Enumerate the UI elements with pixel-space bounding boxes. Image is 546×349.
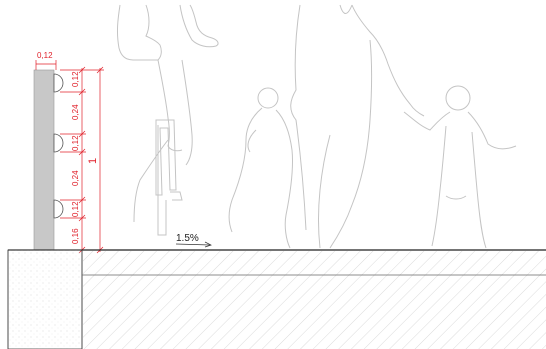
dim-total-height: 1 (87, 158, 99, 164)
pavement-hatch (83, 251, 546, 349)
silhouette-child-held (229, 88, 293, 248)
silhouette-cyclist (117, 5, 218, 235)
slope-label: 1.5% (176, 233, 199, 244)
silhouette-adult (291, 5, 424, 248)
silhouette-child (404, 86, 516, 248)
dim-top-width: 0,12 (37, 51, 53, 60)
dim-segment-1: 0,12 (71, 71, 80, 87)
foundation-block (8, 250, 82, 349)
dim-segment-3: 0,12 (71, 135, 80, 151)
dim-segment-2: 0,24 (71, 104, 80, 120)
dim-segment-5: 0,12 (71, 201, 80, 217)
dim-segment-6: 0,16 (71, 228, 80, 244)
handrail-profiles (54, 74, 63, 218)
dim-segment-4: 0,24 (71, 170, 80, 186)
wall-panel (34, 70, 54, 250)
